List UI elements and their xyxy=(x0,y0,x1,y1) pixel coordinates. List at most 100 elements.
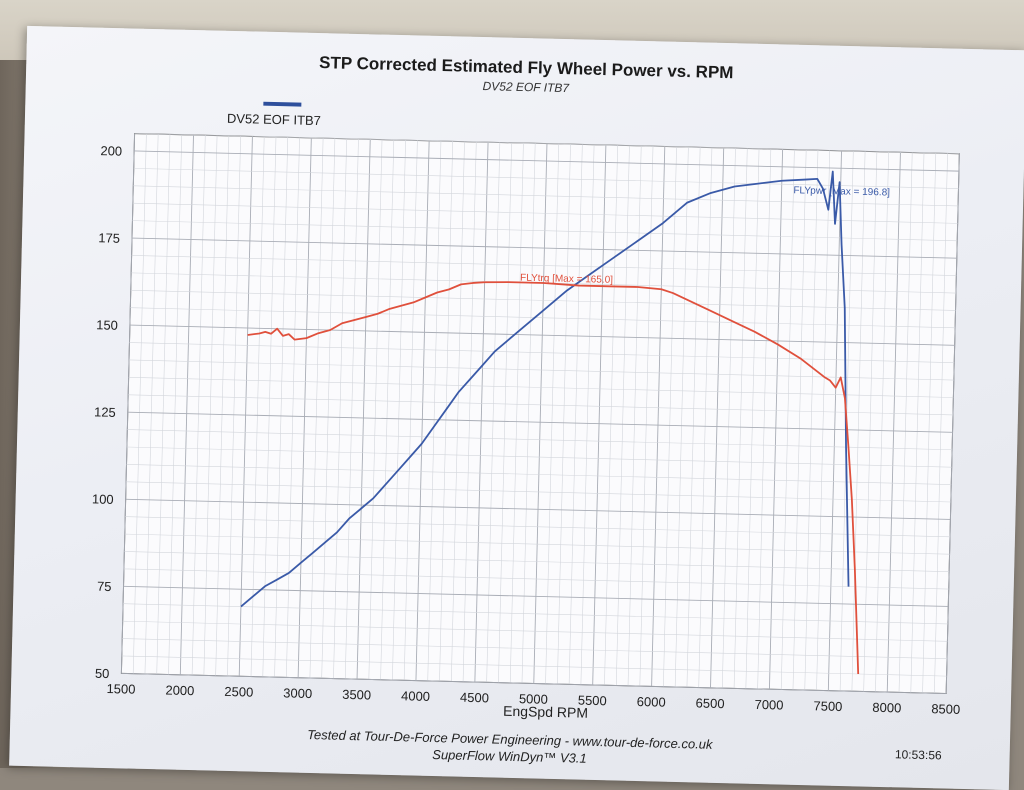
grid-line-horizontal xyxy=(121,655,947,677)
grid-line-vertical xyxy=(215,135,230,676)
grid-line-vertical xyxy=(580,144,595,685)
grid-line-vertical xyxy=(462,141,477,682)
x-tick-label: 2500 xyxy=(224,684,253,700)
grid-line-vertical xyxy=(415,140,430,681)
x-tick-label: 1500 xyxy=(106,681,135,697)
x-tick-label: 7000 xyxy=(754,697,783,713)
y-tick-label: 175 xyxy=(98,230,120,246)
grid-line-horizontal xyxy=(121,672,947,694)
grid-line-horizontal xyxy=(129,359,954,381)
grid-line-vertical xyxy=(368,139,383,680)
grid-line-horizontal xyxy=(127,411,953,433)
x-tick-label: 7500 xyxy=(813,698,842,714)
grid-line-horizontal xyxy=(130,307,956,329)
x-tick-label: 4500 xyxy=(460,690,489,706)
grid-line-vertical xyxy=(768,149,784,690)
grid-line-vertical xyxy=(557,144,571,685)
grid-line-vertical xyxy=(486,142,501,683)
grid-line-horizontal xyxy=(133,185,959,207)
grid-line-horizontal xyxy=(129,324,955,346)
x-tick-label: 5000 xyxy=(519,691,548,707)
grid-line-vertical xyxy=(427,141,442,681)
grid-line-vertical xyxy=(450,141,465,682)
grid-line-vertical xyxy=(509,143,524,683)
grid-line-vertical xyxy=(651,146,666,687)
grid-line-horizontal xyxy=(131,255,957,276)
grid-line-vertical xyxy=(179,134,194,675)
grid-line-horizontal xyxy=(126,446,952,468)
grid-line-vertical xyxy=(168,134,183,675)
grid-line-vertical xyxy=(875,151,889,692)
y-tick-label: 100 xyxy=(92,491,114,507)
grid-line-vertical xyxy=(733,148,748,689)
grid-line-vertical xyxy=(721,148,736,689)
grid-line-vertical xyxy=(792,149,807,690)
grid-line-horizontal xyxy=(123,568,949,590)
grid-line-vertical xyxy=(710,147,725,688)
grid-line-vertical xyxy=(804,150,819,691)
y-tick-label: 75 xyxy=(97,579,112,594)
grid-line-vertical xyxy=(851,151,866,692)
grid-line-vertical xyxy=(321,138,336,679)
grid-line-vertical xyxy=(545,143,560,684)
grid-line-vertical xyxy=(886,152,901,693)
grid-line-horizontal xyxy=(124,551,950,572)
grid-line-vertical xyxy=(309,138,324,679)
grid-line-vertical xyxy=(297,137,312,678)
grid-line-horizontal xyxy=(125,516,950,538)
grid-line-vertical xyxy=(615,145,630,686)
grid-line-horizontal xyxy=(122,620,948,642)
grid-line-vertical xyxy=(698,147,713,688)
grid-line-vertical xyxy=(568,144,583,685)
dyno-printout: STP Corrected Estimated Fly Wheel Power … xyxy=(9,25,1024,790)
grid-line-vertical xyxy=(191,135,206,676)
grid-line-vertical xyxy=(521,143,536,684)
grid-line-vertical xyxy=(639,146,654,687)
x-tick-label: 6500 xyxy=(695,695,724,711)
grid-line-vertical xyxy=(498,142,512,683)
grid-line-vertical xyxy=(344,139,359,679)
grid-line-vertical xyxy=(934,153,948,694)
grid-line-vertical xyxy=(533,143,548,684)
grid-line-horizontal xyxy=(122,638,948,660)
grid-line-vertical xyxy=(910,152,925,693)
grid-line-vertical xyxy=(238,136,253,677)
grid-line-horizontal xyxy=(129,342,955,363)
power-max-annotation: FLYpwr [Max = 196.8] xyxy=(793,185,890,198)
chart-plot: 1500 2000 2500 3000 3500 4000 4500 5000 5500 6000… xyxy=(92,133,960,717)
grid-line-vertical xyxy=(663,146,677,687)
grid-line-vertical xyxy=(286,137,300,678)
x-tick-label: 8000 xyxy=(872,700,901,716)
grid-line-vertical xyxy=(945,153,960,694)
x-tick-label: 3500 xyxy=(342,687,371,703)
grid-line-vertical xyxy=(592,145,607,685)
grid-line-horizontal xyxy=(126,464,952,485)
y-tick-label: 150 xyxy=(96,317,118,333)
grid-line-horizontal xyxy=(132,202,958,224)
grid-line-vertical xyxy=(156,134,171,675)
grid-line-vertical xyxy=(674,147,689,687)
grid-line-horizontal xyxy=(123,603,948,625)
grid-line-vertical xyxy=(780,149,795,690)
grid-line-horizontal xyxy=(128,377,954,398)
grid-line-vertical xyxy=(863,151,878,692)
grid-line-vertical xyxy=(604,145,618,686)
grid-line-vertical xyxy=(144,134,159,674)
grid-line-vertical xyxy=(274,137,289,678)
grid-line-horizontal xyxy=(127,429,953,451)
grid-line-vertical xyxy=(120,133,136,674)
x-tick-label: 8500 xyxy=(931,701,960,717)
grid-line-vertical xyxy=(403,140,418,681)
grid-line-horizontal xyxy=(132,220,958,242)
grid-line-vertical xyxy=(627,145,642,686)
grid-line-vertical xyxy=(827,150,842,691)
x-tick-label: 5500 xyxy=(578,693,607,709)
grid-line-vertical xyxy=(757,149,772,689)
grid-line-vertical xyxy=(686,147,701,688)
torque-max-annotation: FLYtrq [Max = 165.0] xyxy=(520,273,613,286)
grid-line-horizontal xyxy=(124,533,950,555)
timestamp: 10:53:56 xyxy=(894,747,942,763)
x-tick-label: 2000 xyxy=(165,682,194,698)
x-tick-label: 4000 xyxy=(401,688,430,704)
grid-line-vertical xyxy=(816,150,831,691)
